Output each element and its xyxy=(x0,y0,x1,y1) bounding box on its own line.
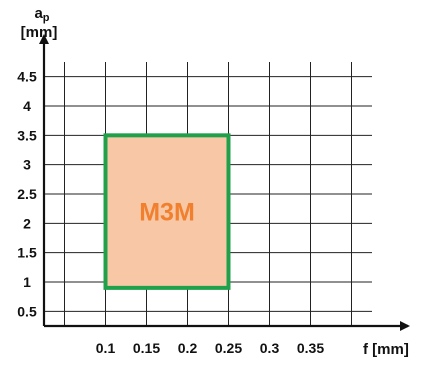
axes xyxy=(39,34,410,331)
y-tick-label: 1.5 xyxy=(17,245,37,261)
y-tick-label: 3 xyxy=(23,157,31,173)
region-area xyxy=(103,133,231,290)
y-axis-label-main: a xyxy=(34,5,43,22)
y-tick-label: 4.5 xyxy=(17,69,37,85)
y-tick-label: 2 xyxy=(23,215,31,231)
y-tick-label: 0.5 xyxy=(17,303,37,319)
y-tick-label: 1 xyxy=(23,274,31,290)
y-tick-label: 4 xyxy=(23,98,31,114)
y-tick-label: 3.5 xyxy=(17,127,37,143)
y-axis-label-subscript: p xyxy=(43,12,50,24)
x-tick-label: 0.35 xyxy=(297,340,324,356)
x-tick-label: 0.1 xyxy=(96,340,116,356)
x-tick-label: 0.25 xyxy=(215,340,242,356)
y-axis-label: ap xyxy=(34,5,49,24)
x-tick-label: 0.3 xyxy=(260,340,280,356)
x-tick-label: 0.2 xyxy=(178,340,198,356)
axis-labels: f [mm] ap [mm] xyxy=(21,5,409,358)
y-axis-unit: [mm] xyxy=(21,24,58,41)
x-tick-label: 0.15 xyxy=(133,340,160,356)
x-axis-label: f [mm] xyxy=(363,341,409,358)
regions: M3M xyxy=(103,133,231,290)
tick-labels: 0.1 0.15 0.2 0.25 0.3 0.35 0.5 1 1.5 2 2.5 3 3.5 4 4.5 xyxy=(17,69,324,356)
y-tick-label: 2.5 xyxy=(17,186,37,202)
region-label: M3M xyxy=(139,199,195,227)
